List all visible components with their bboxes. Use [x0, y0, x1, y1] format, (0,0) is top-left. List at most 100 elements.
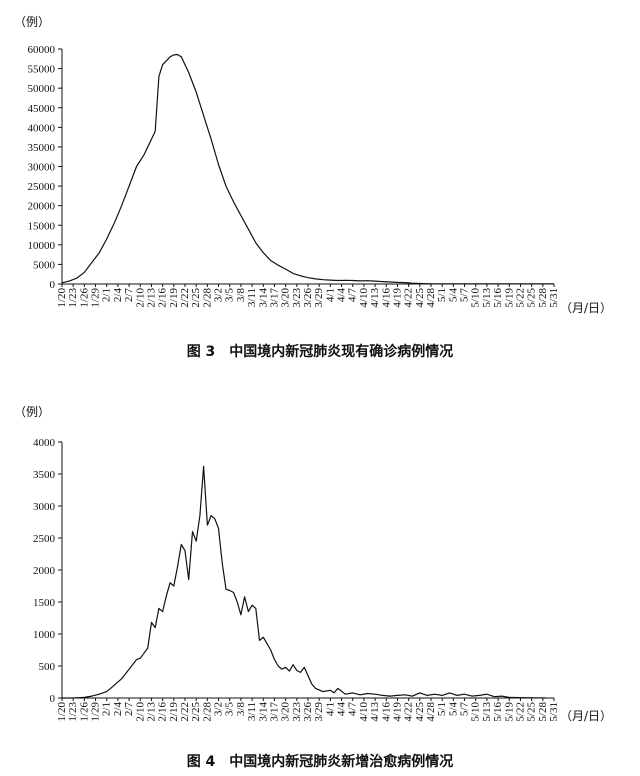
chart1-x-tick-label: 2/7	[123, 288, 135, 303]
chart2-y-tick-label: 4000	[33, 437, 56, 449]
chart2-x-tick-label: 2/22	[179, 702, 191, 722]
chart1-y-tick-label: 0	[50, 279, 56, 291]
chart1-x-tick-label: 4/19	[391, 288, 403, 308]
chart2-x-tick-label: 3/5	[224, 702, 236, 717]
chart2-x-tick-label: 4/1	[324, 702, 336, 716]
chart2-x-tick-label: 2/16	[157, 702, 169, 722]
chart1-x-tick-label: 5/25	[526, 288, 538, 308]
chart1-y-tick-label: 50000	[28, 83, 56, 95]
chart1-y-tick-label: 60000	[28, 44, 56, 56]
chart1-x-tick-label: 3/2	[213, 288, 225, 302]
chart1-x-tick-label: 5/19	[503, 288, 515, 308]
chart2-y-tick-label: 3000	[33, 501, 56, 513]
chart1-y-tick-label: 55000	[28, 64, 56, 76]
chart2-x-tick-label: 5/10	[470, 702, 482, 722]
chart1-x-tick-label: 2/28	[201, 288, 213, 308]
chart1-x-tick-label: 3/23	[291, 288, 303, 308]
chart2-x-tick-label: 2/4	[112, 702, 124, 717]
chart1-x-tick-label: 5/22	[514, 288, 526, 308]
chart1-x-tick-label: 3/26	[302, 288, 314, 308]
chart1-y-tick-label: 30000	[28, 162, 56, 174]
chart1-x-tick-label: 3/17	[268, 288, 280, 308]
chart2-x-tick-label: 3/23	[291, 702, 303, 722]
chart1-y-tick-label: 20000	[28, 201, 56, 213]
chart2-xlabel: （月/日）	[560, 709, 612, 723]
chart-new-cured: （例） （月/日） 图 4 中国境内新冠肺炎新增治愈病例情况 0 500 1000 1…	[14, 405, 612, 770]
chart1-x-tick-label: 4/25	[414, 288, 426, 308]
chart1-x-tick-label: 3/5	[224, 288, 236, 303]
chart2-x-tick-label: 2/13	[145, 702, 157, 722]
chart2-x-tick-label: 4/7	[347, 702, 359, 717]
chart1-y-tick-label: 5000	[33, 259, 56, 271]
chart2-ylabel: （例）	[14, 405, 50, 419]
chart2-x-tick-label: 5/1	[436, 702, 448, 716]
chart1-x-tick-label: 4/16	[380, 288, 392, 308]
chart2-x-tick-label: 2/1	[101, 702, 113, 716]
chart1-x-tick-label: 5/7	[459, 288, 471, 303]
chart1-x-tick-label: 2/1	[101, 288, 113, 302]
chart1-x-tick-label: 2/13	[145, 288, 157, 308]
chart2-x-tick-label: 4/19	[391, 702, 403, 722]
chart2-x-tick-label: 3/17	[268, 702, 280, 722]
chart2-x-tick-label: 4/22	[403, 702, 415, 722]
chart1-x-tick-label: 3/11	[246, 288, 258, 307]
chart1-y-tick-label: 35000	[28, 142, 56, 154]
chart1-title: 图 3 中国境内新冠肺炎现有确诊病例情况	[187, 343, 454, 360]
chart2-y-tick-label: 3500	[33, 469, 56, 481]
chart1-xlabel: （月/日）	[560, 301, 612, 315]
chart2-x-tick-label: 5/19	[503, 702, 515, 722]
chart1-x-tick-label: 1/26	[78, 288, 90, 308]
chart2-y-tick-label: 2500	[33, 533, 56, 545]
chart2-x-tick-label: 3/20	[280, 702, 292, 722]
chart1-x-tick-label: 5/16	[492, 288, 504, 308]
chart2-y-tick-label: 0	[50, 693, 56, 705]
chart1-x-tick-label: 5/4	[447, 288, 459, 303]
chart2-x-tick-label: 2/10	[134, 702, 146, 722]
chart2-series-line	[62, 465, 547, 699]
chart2-title: 图 4 中国境内新冠肺炎新增治愈病例情况	[187, 753, 454, 770]
chart1-x-tick-label: 4/7	[347, 288, 359, 303]
chart2-y-tick-label: 1500	[33, 597, 56, 609]
chart2-x-tick-label: 3/8	[235, 702, 247, 717]
chart2-x-tick-label: 5/22	[514, 702, 526, 722]
chart1-x-tick-label: 5/31	[548, 288, 560, 308]
chart1-x-tick-label: 4/10	[358, 288, 370, 308]
chart2-x-tick-label: 2/7	[123, 702, 135, 717]
chart1-y-tick-label: 25000	[28, 181, 56, 193]
chart2-x-tick-label: 5/25	[526, 702, 538, 722]
chart1-y-tick-label: 45000	[28, 103, 56, 115]
chart1-x-tick-label: 5/28	[537, 288, 549, 308]
chart2-x-tick-label: 2/25	[190, 702, 202, 722]
chart1-x-tick-label: 2/10	[134, 288, 146, 308]
chart1-x-tick-label: 1/20	[56, 288, 68, 308]
chart2-x-tick-label: 5/13	[481, 702, 493, 722]
chart1-x-tick-label: 1/29	[90, 288, 102, 308]
chart1-x-tick-label: 5/13	[481, 288, 493, 308]
chart1-x-tick-label: 3/14	[257, 288, 269, 308]
chart2-x-tick-label: 5/4	[447, 702, 459, 717]
chart2-x-tick-label: 3/29	[313, 702, 325, 722]
chart1-x-tick-label: 4/22	[403, 288, 415, 308]
chart2-x-tick-label: 2/19	[168, 702, 180, 722]
chart2-x-tick-label: 2/28	[201, 702, 213, 722]
chart2-x-tick-label: 3/11	[246, 702, 258, 721]
chart2-x-tick-label: 4/13	[369, 702, 381, 722]
chart1-y-tick-label: 15000	[28, 220, 56, 232]
chart1-x-tick-label: 3/20	[280, 288, 292, 308]
chart2-x-tick-label: 4/28	[425, 702, 437, 722]
chart1-y-tick-label: 10000	[28, 240, 56, 252]
chart-current-confirmed: （例） （月/日） 图 3 中国境内新冠肺炎现有确诊病例情况 0 5000 1000…	[14, 15, 612, 360]
chart2-x-tick-label: 5/28	[537, 702, 549, 722]
chart1-y-tick-label: 40000	[28, 122, 56, 134]
chart1-x-tick-label: 2/16	[157, 288, 169, 308]
chart1-series-line	[61, 53, 554, 285]
chart2-x-tick-label: 5/7	[459, 702, 471, 717]
chart1-x-tick-label: 2/4	[112, 288, 124, 303]
chart1-x-tick-label: 2/19	[168, 288, 180, 308]
chart1-x-tick-label: 4/4	[336, 288, 348, 303]
chart1-x-tick-label: 2/25	[190, 288, 202, 308]
chart1-x-tick-label: 1/23	[67, 288, 79, 308]
chart2-y-tick-label: 500	[39, 661, 56, 673]
chart2-x-tick-label: 4/25	[414, 702, 426, 722]
chart1-x-tick-label: 5/10	[470, 288, 482, 308]
